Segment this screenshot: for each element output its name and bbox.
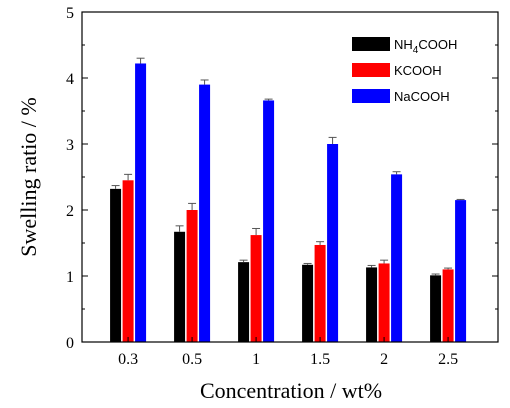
bar xyxy=(430,275,442,342)
tick-layer: 0.3 0.5 1 1.5 2 2.5 0 1 2 3 4 5 xyxy=(66,5,498,368)
bar xyxy=(378,263,390,342)
bar-layer xyxy=(110,57,467,342)
x-axis-title: Concentration / wt% xyxy=(200,378,382,403)
bar xyxy=(366,267,378,342)
x-tick-label: 2 xyxy=(380,351,388,368)
y-tick-label: 3 xyxy=(66,137,74,154)
y-axis-title: Swelling ratio / % xyxy=(16,97,41,256)
bar xyxy=(442,269,454,342)
legend-swatch xyxy=(352,89,390,103)
x-tick-label: 1.5 xyxy=(310,351,330,368)
bar xyxy=(327,144,339,342)
bar xyxy=(199,84,211,342)
y-tick-label: 5 xyxy=(66,5,74,22)
x-tick-label: 1 xyxy=(252,351,260,368)
bar xyxy=(314,244,326,342)
bar xyxy=(110,188,122,342)
bar xyxy=(391,174,403,342)
y-tick-label: 1 xyxy=(66,269,74,286)
y-tick-label: 2 xyxy=(66,203,74,220)
x-tick-label: 2.5 xyxy=(438,351,458,368)
x-tick-label: 0.3 xyxy=(118,351,138,368)
bar xyxy=(455,200,467,342)
bar xyxy=(238,262,250,342)
bar xyxy=(122,180,134,342)
bar xyxy=(263,100,275,342)
bar xyxy=(302,264,314,342)
legend-label: NaCOOH xyxy=(394,89,450,104)
bar xyxy=(250,235,262,342)
legend-swatch xyxy=(352,63,390,77)
bar xyxy=(186,210,198,342)
y-tick-label: 4 xyxy=(66,71,74,88)
legend: NH4COOH KCOOH NaCOOH xyxy=(352,37,457,104)
legend-label: NH4COOH xyxy=(394,37,457,56)
x-tick-label: 0.5 xyxy=(182,351,202,368)
bar xyxy=(135,63,147,342)
legend-swatch xyxy=(352,37,390,51)
legend-label: KCOOH xyxy=(394,63,442,78)
bar xyxy=(174,231,186,342)
y-tick-label: 0 xyxy=(66,335,74,352)
